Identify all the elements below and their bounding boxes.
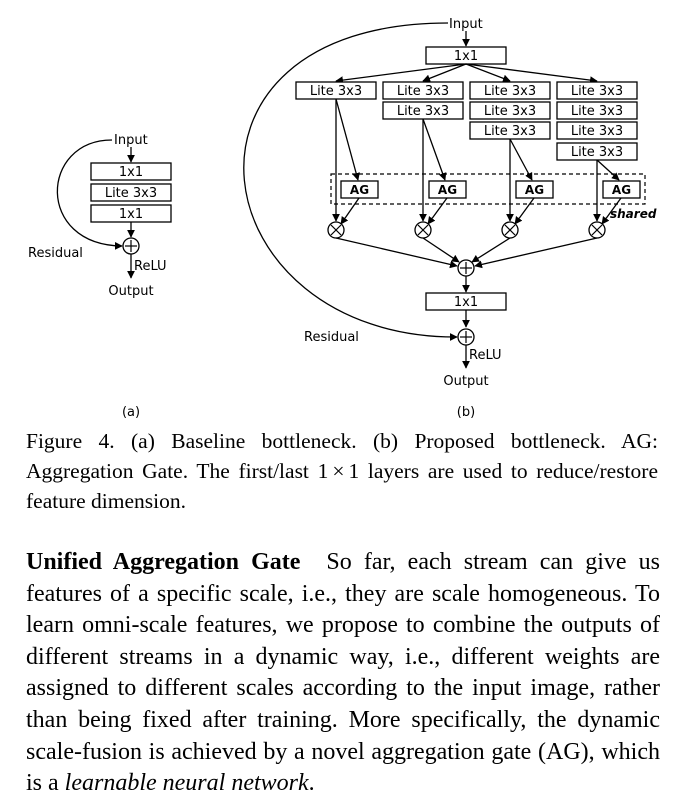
caption-times: × (332, 459, 345, 483)
lite3x3-a (90, 183, 172, 202)
input-label-b: Input (449, 17, 483, 32)
shared-label: shared (610, 207, 657, 221)
conv1x1-top-b-label: 1x1 (454, 49, 478, 64)
stream-2: Lite 3x3 Lite 3x3 (382, 81, 464, 120)
panel-label-a: (a) (122, 405, 140, 420)
conv1x1-bottom-a-label: 1x1 (119, 207, 143, 222)
multiply-node-4 (588, 221, 606, 239)
stream-1-lite-1: Lite 3x3 (310, 84, 362, 99)
stream-3-lite-2: Lite 3x3 (484, 104, 536, 119)
caption-part2: 1 layers are used to reduce/restore feat… (26, 459, 658, 513)
relu-label-b: ReLU (469, 348, 502, 363)
multiply-node-3 (501, 221, 519, 239)
panel-label-b: (b) (457, 405, 475, 420)
stream-3-lite-3: Lite 3x3 (484, 124, 536, 139)
lite3x3-a-label: Lite 3x3 (105, 186, 157, 201)
paragraph-emphasis: learnable neural network (64, 770, 309, 797)
stream-3-lite-1: Lite 3x3 (484, 84, 536, 99)
conv1x1-bottom-b-label: 1x1 (454, 295, 478, 310)
stream-4-lite-2: Lite 3x3 (571, 104, 623, 119)
paragraph-text-2: . (308, 770, 315, 797)
stream-1: Lite 3x3 (295, 81, 377, 100)
relu-label-a: ReLU (134, 259, 167, 274)
baseline-bottleneck: Input 1x1 Lite 3x3 1x1 Residual ReLU Out… (28, 133, 172, 420)
multiply-node-2 (414, 221, 432, 239)
ag-box-3-label: AG (525, 183, 544, 197)
shared-ag-region (330, 173, 646, 205)
stream-4: Lite 3x3 Lite 3x3 Lite 3x3 Lite 3x3 (556, 81, 638, 161)
ag-box-4 (602, 180, 641, 199)
output-label-a: Output (108, 284, 153, 299)
figure-caption: Figure 4. (a) Baseline bottleneck. (b) P… (26, 426, 658, 516)
paragraph-text-1: So far, each stream can give us features… (26, 549, 660, 797)
multiply-node-1 (327, 221, 345, 239)
caption-part1: Figure 4. (a) Baseline bottleneck. (b) P… (26, 429, 658, 483)
bottleneck-diagram: Input 1x1 Lite 3x3 1x1 Residual ReLU Out… (28, 17, 657, 420)
sum-node-b-2 (457, 328, 475, 346)
body-paragraph: Unified Aggregation Gate So far, each str… (26, 547, 660, 800)
stream-4-lite-3: Lite 3x3 (571, 124, 623, 139)
stream-4-lite-1: Lite 3x3 (571, 84, 623, 99)
residual-label-a: Residual (28, 246, 83, 261)
proposed-bottleneck: Input 1x1 Lite 3x3 Lite 3x3 Lite 3x3 Lit… (243, 17, 657, 420)
conv1x1-top-a (90, 162, 172, 181)
stream-2-lite-1: Lite 3x3 (397, 84, 449, 99)
stream-3: Lite 3x3 Lite 3x3 Lite 3x3 (469, 81, 551, 140)
sum-node-b-1 (457, 259, 475, 277)
input-label-a: Input (114, 133, 148, 148)
ag-box-1 (340, 180, 379, 199)
ag-box-2 (428, 180, 467, 199)
ag-box-2-label: AG (438, 183, 457, 197)
stream-4-lite-4: Lite 3x3 (571, 145, 623, 160)
ag-box-3 (515, 180, 554, 199)
stream-2-lite-2: Lite 3x3 (397, 104, 449, 119)
ag-box-4-label: AG (612, 183, 631, 197)
section-heading: Unified Aggregation Gate (26, 549, 301, 575)
residual-label-b: Residual (304, 330, 359, 345)
ag-box-1-label: AG (350, 183, 369, 197)
output-label-b: Output (443, 374, 488, 389)
conv1x1-top-a-label: 1x1 (119, 165, 143, 180)
